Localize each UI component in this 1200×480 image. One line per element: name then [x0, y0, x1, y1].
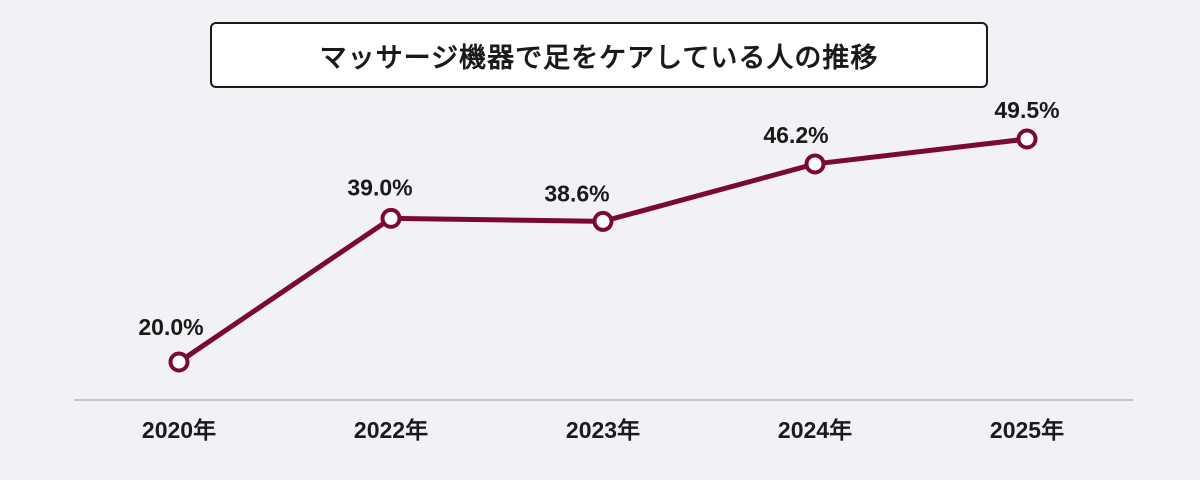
- series-line: [176, 136, 1030, 365]
- data-point-marker: [592, 210, 614, 232]
- data-label: 38.6%: [544, 180, 609, 206]
- x-tick-label: 2022年: [354, 417, 428, 443]
- data-label: 49.5%: [994, 97, 1059, 123]
- chart-title-box: マッサージ機器で足をケアしている人の推移: [210, 22, 988, 88]
- data-label: 46.2%: [763, 122, 828, 148]
- data-point-marker: [804, 153, 826, 175]
- data-point-marker: [1016, 128, 1038, 150]
- x-tick-label: 2025年: [990, 417, 1064, 443]
- chart-title: マッサージ機器で足をケアしている人の推移: [319, 42, 879, 74]
- data-label: 20.0%: [138, 314, 203, 340]
- data-label: 39.0%: [347, 174, 412, 200]
- data-point-marker: [380, 207, 402, 229]
- x-tick-label: 2023年: [566, 417, 640, 443]
- x-tick-label: 2020年: [142, 417, 216, 443]
- x-tick-label: 2024年: [778, 417, 852, 443]
- data-point-marker: [168, 351, 190, 373]
